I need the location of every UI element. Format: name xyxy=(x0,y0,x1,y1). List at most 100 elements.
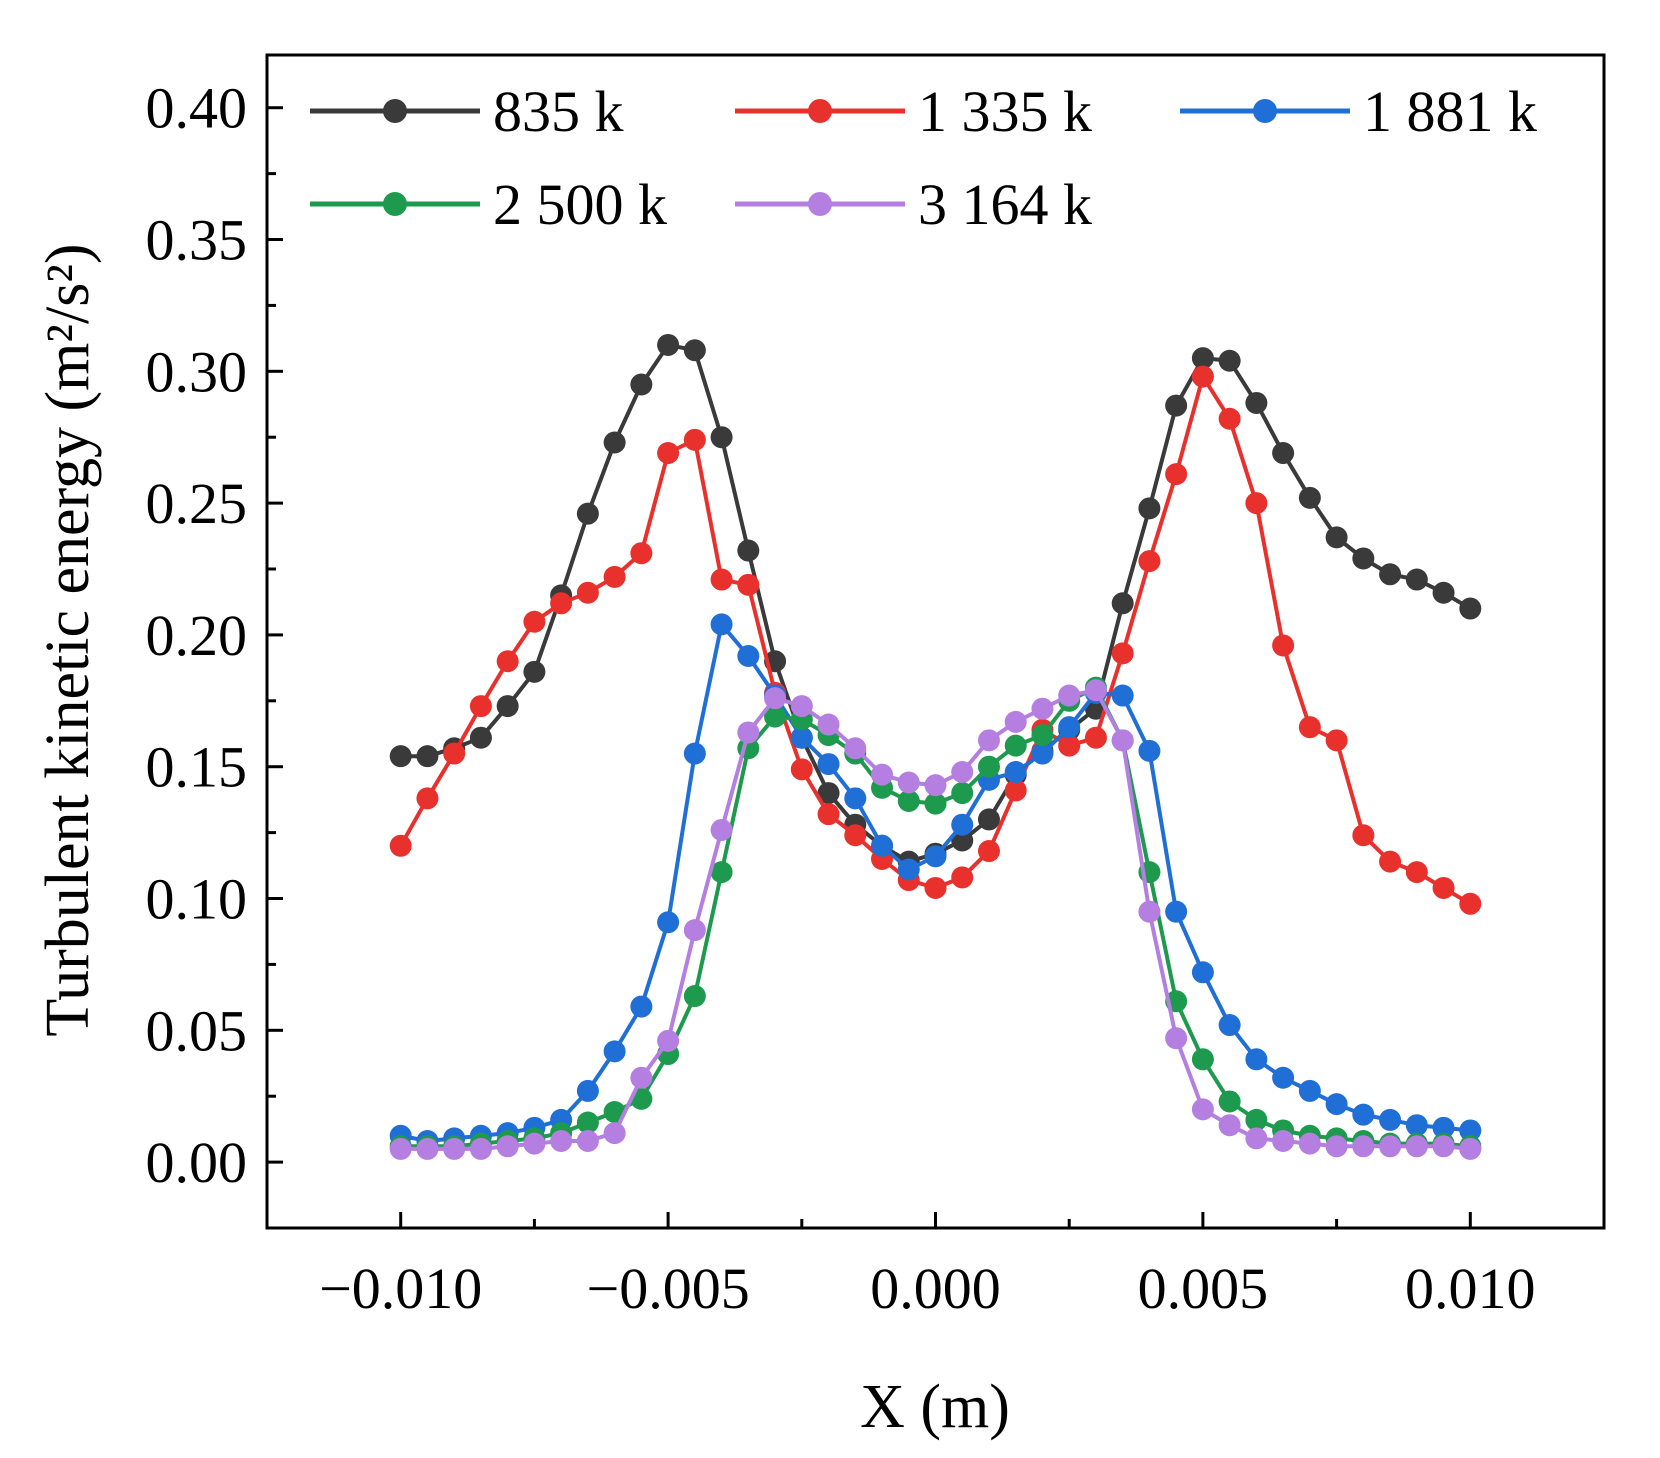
data-point xyxy=(1111,729,1134,752)
data-point xyxy=(630,995,653,1018)
data-point xyxy=(1004,734,1027,757)
series-line xyxy=(398,374,1472,906)
data-point xyxy=(576,1130,599,1153)
data-point xyxy=(443,1137,466,1160)
data-point xyxy=(1058,716,1081,739)
y-tick-label: 0.05 xyxy=(146,998,248,1063)
data-point xyxy=(844,824,867,847)
data-point xyxy=(710,426,733,449)
data-point xyxy=(1352,824,1375,847)
data-point xyxy=(977,808,1000,831)
data-point xyxy=(1325,1093,1348,1116)
x-tick-label: −0.005 xyxy=(586,1256,749,1321)
x-tick-label: −0.010 xyxy=(319,1256,482,1321)
x-tick-label: 0.005 xyxy=(1138,1256,1269,1321)
data-point xyxy=(1191,365,1214,388)
data-point xyxy=(951,866,974,889)
data-point xyxy=(1459,597,1482,620)
data-point xyxy=(844,787,867,810)
data-point xyxy=(710,568,733,591)
data-point xyxy=(550,1130,573,1153)
data-point xyxy=(1191,961,1214,984)
data-point xyxy=(871,763,894,786)
data-point xyxy=(897,789,920,812)
data-point xyxy=(790,726,813,749)
data-point xyxy=(1218,1090,1241,1113)
data-point xyxy=(416,1137,439,1160)
x-axis: −0.010 −0.005 0.000 0.005 0.010 xyxy=(319,1212,1536,1321)
legend-item: 835 k xyxy=(310,79,624,144)
data-point xyxy=(1138,739,1161,762)
data-point xyxy=(523,610,546,633)
data-point xyxy=(1272,1130,1295,1153)
data-point xyxy=(1031,724,1054,747)
data-point xyxy=(1245,391,1268,414)
data-point xyxy=(1432,876,1455,899)
data-point xyxy=(951,760,974,783)
data-point xyxy=(603,1122,626,1145)
data-point xyxy=(1405,1135,1428,1158)
data-point xyxy=(1191,1048,1214,1071)
data-point xyxy=(1191,347,1214,370)
data-point xyxy=(443,742,466,765)
data-point xyxy=(469,695,492,718)
data-point xyxy=(683,742,706,765)
legend-label: 835 k xyxy=(493,79,624,144)
data-point xyxy=(1245,1108,1268,1131)
legend-item: 3 164 k xyxy=(735,172,1092,237)
data-point xyxy=(1191,1098,1214,1121)
data-point xyxy=(1138,497,1161,520)
y-axis-label: Turbulent kinetic energy (m²/s²) xyxy=(34,243,102,1036)
data-point xyxy=(924,774,947,797)
data-point xyxy=(1325,526,1348,549)
data-point xyxy=(1138,900,1161,923)
legend-item: 1 335 k xyxy=(735,79,1092,144)
data-point xyxy=(1031,742,1054,765)
data-point xyxy=(1459,1119,1482,1142)
legend-swatch-marker xyxy=(383,192,407,216)
data-point xyxy=(1218,407,1241,430)
data-point xyxy=(924,876,947,899)
data-point xyxy=(1111,642,1134,665)
data-point xyxy=(630,373,653,396)
data-point xyxy=(657,442,680,465)
data-point xyxy=(657,333,680,356)
x-tick-label: 0.010 xyxy=(1405,1256,1536,1321)
data-point xyxy=(977,729,1000,752)
data-point xyxy=(576,502,599,525)
data-point xyxy=(710,861,733,884)
data-point xyxy=(737,539,760,562)
data-point xyxy=(1298,1132,1321,1155)
data-point xyxy=(683,428,706,451)
data-point xyxy=(1432,581,1455,604)
data-point xyxy=(389,745,412,768)
data-point xyxy=(1459,892,1482,915)
legend-swatch-marker xyxy=(808,192,832,216)
data-point xyxy=(817,753,840,776)
data-point xyxy=(416,787,439,810)
data-point xyxy=(1218,349,1241,372)
data-point xyxy=(496,695,519,718)
data-point xyxy=(630,1066,653,1089)
data-point xyxy=(1352,547,1375,570)
legend: 835 k 1 335 k 1 881 k 2 500 k 3 164 k xyxy=(310,79,1537,237)
data-point xyxy=(1165,394,1188,417)
data-point xyxy=(416,745,439,768)
data-point xyxy=(924,792,947,815)
data-point xyxy=(817,782,840,805)
data-point xyxy=(710,613,733,636)
data-point xyxy=(764,705,787,728)
data-point xyxy=(764,687,787,710)
data-point xyxy=(897,858,920,881)
data-point xyxy=(1272,1066,1295,1089)
data-point xyxy=(603,565,626,588)
series-5 xyxy=(389,679,1482,1160)
data-point xyxy=(603,1040,626,1063)
data-point xyxy=(1004,710,1027,733)
data-point xyxy=(683,919,706,942)
data-point xyxy=(897,771,920,794)
data-point xyxy=(737,573,760,596)
data-point xyxy=(1298,716,1321,739)
legend-item: 2 500 k xyxy=(310,172,667,237)
